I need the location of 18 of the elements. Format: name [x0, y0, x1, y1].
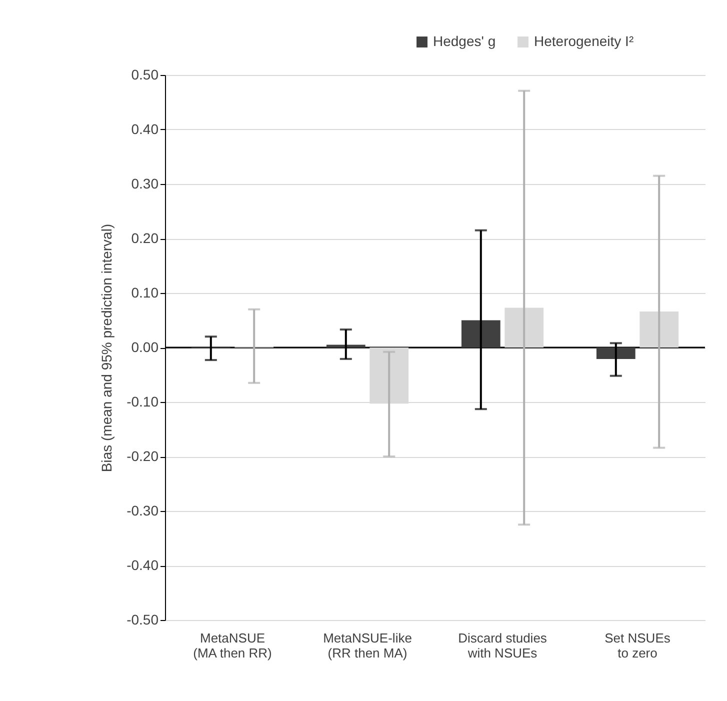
y-tick-label: -0.50	[126, 612, 159, 628]
y-tick-label: 0.30	[131, 176, 159, 192]
y-tick-label: 0.10	[131, 284, 159, 300]
x-tick-label: MetaNSUE-like (RR then MA)	[323, 630, 412, 660]
y-tick-label: 0.00	[131, 339, 159, 355]
legend-label: Heterogeneity I²	[534, 33, 634, 49]
x-tick-label: Set NSUEs to zero	[604, 630, 671, 660]
x-tick-label: Discard studies with NSUEs	[458, 630, 548, 660]
y-tick-label: -0.20	[126, 448, 159, 464]
x-tick-label: MetaNSUE (MA then RR)	[193, 630, 272, 660]
y-tick-label: -0.10	[126, 394, 159, 410]
y-axis-title: Bias (mean and 95% prediction interval)	[98, 224, 115, 472]
legend-label: Hedges' g	[433, 33, 496, 49]
y-tick-label: 0.40	[131, 121, 159, 137]
y-tick-label: 0.50	[131, 66, 159, 82]
y-tick-label: -0.40	[126, 557, 159, 573]
y-tick-label: -0.30	[126, 502, 159, 518]
y-tick-label: 0.20	[131, 230, 159, 246]
